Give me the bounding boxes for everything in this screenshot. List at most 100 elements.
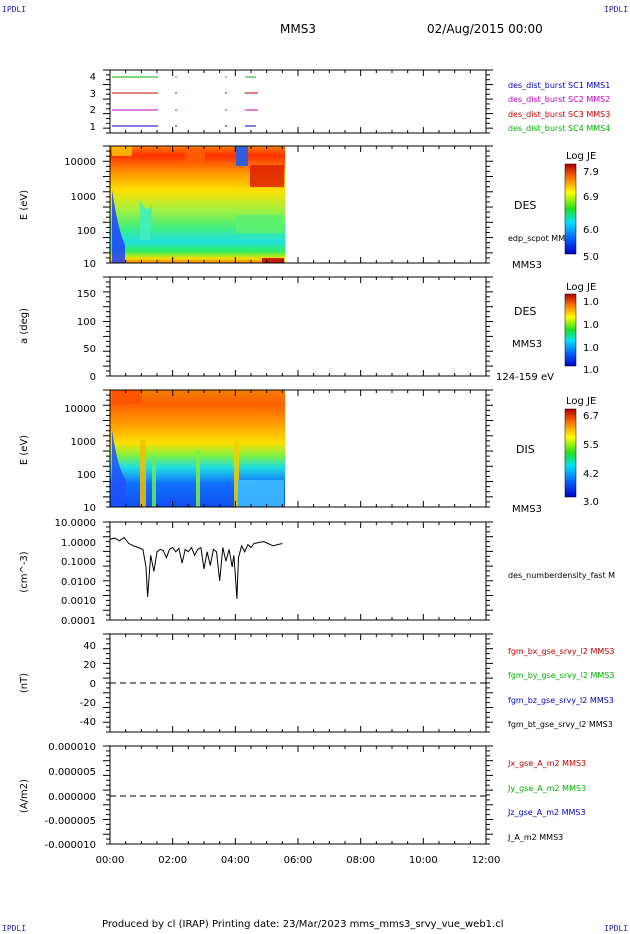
energy-range-label: 124-159 eV [496, 372, 554, 383]
ytick-label: 0.000005 [48, 767, 96, 778]
colorbar-tick: 1.0 [583, 320, 599, 331]
ytick-label: 1 [90, 122, 96, 133]
spacecraft-label: MMS3 [512, 260, 542, 271]
ytick-label: -20 [80, 698, 96, 709]
ytick-label: 10 [83, 259, 96, 270]
axis-ticks [103, 69, 493, 845]
legend-entry: fgm_bt_gse_srvy_l2 MMS3 [508, 720, 613, 729]
ytick-label: 10.0000 [55, 518, 96, 529]
colorbar [564, 293, 577, 367]
colorbar-tick: 6.0 [583, 225, 599, 236]
ytick-label: 0.0100 [61, 577, 96, 588]
colorbar-tick: 4.2 [583, 469, 599, 480]
panel-des-pitch: 150 100 50 0 a (deg) DES MMS3 124-159 eV… [19, 276, 599, 383]
colorbar-tick: 3.0 [583, 497, 599, 508]
des-spectrogram-texture [112, 146, 284, 263]
colorbar-tick: 7.9 [583, 167, 599, 178]
spacecraft-label: MMS3 [512, 339, 542, 350]
x-axis-labels: 00:00 02:00 04:00 06:00 08:00 10:00 12:00 [96, 855, 501, 866]
des-energy-spectrogram [110, 146, 285, 263]
legend-entry: des_dist_burst SC3 MMS3 [508, 110, 610, 119]
y-axis-title: (nT) [19, 673, 30, 693]
corner-label-top-right: IPDLI [604, 5, 629, 14]
ytick-label: 50 [83, 344, 96, 355]
y-axis-title: E (eV) [19, 435, 30, 465]
ytick-label: 100 [77, 317, 96, 328]
ytick-label: -0.000010 [45, 840, 96, 851]
ytick-label: 40 [83, 641, 96, 652]
legend-entry: fgm_bz_gse_srvy_l2 MMS3 [508, 696, 614, 705]
ytick-label: 1000 [71, 437, 96, 448]
legend-entry: des_dist_burst SC1 MMS1 [508, 81, 610, 90]
panel-frame [109, 521, 487, 621]
legend-entry: Jz_gse_A_m2 MMS3 [507, 808, 586, 817]
panel-current: 0.000010 0.000005 0.000000 -0.000005 -0.… [19, 742, 586, 851]
ytick-label: 0.000010 [48, 742, 96, 753]
x-tick-label: 02:00 [158, 855, 187, 866]
panel-des-energy: 10000 1000 100 10 E (eV) DES edp_scpot M… [19, 145, 599, 271]
panel-availability: 4 3 2 1 des_dist_burst SC1 MMS1 des_dist… [90, 69, 610, 134]
legend-entry: des_dist_burst SC4 MMS4 [508, 124, 610, 133]
colorbar [564, 163, 577, 255]
ytick-label: 1000 [71, 192, 96, 203]
colorbar-title: Log JE [566, 151, 596, 162]
corner-label-top-left: IPDLI [2, 5, 27, 14]
legend-entry: Jx_gse_A_m2 MMS3 [507, 759, 586, 768]
ytick-label: 1.0000 [61, 538, 96, 549]
ytick-label: 0.0001 [61, 616, 96, 627]
x-tick-label: 08:00 [346, 855, 375, 866]
corner-label-bottom-right: IPDLI [604, 924, 629, 933]
x-tick-label: 00:00 [96, 855, 125, 866]
panel-frame [109, 633, 487, 733]
ytick-label: 4 [90, 72, 96, 83]
spacecraft-label: MMS3 [512, 504, 542, 515]
ytick-label: 2 [90, 105, 96, 116]
y-axis-title: (cm^-3) [19, 551, 30, 592]
ytick-label: 3 [90, 89, 96, 100]
dis-spectrogram-texture [112, 390, 284, 507]
panel-dis-energy: 10000 1000 100 10 E (eV) DIS MMS3 Log JE… [19, 389, 599, 515]
legend-entry: Jy_gse_A_m2 MMS3 [507, 784, 586, 793]
instrument-label: DES [514, 305, 536, 318]
ytick-label: 100 [77, 470, 96, 481]
ytick-label: 20 [83, 660, 96, 671]
y-axis-title: E (eV) [19, 190, 30, 220]
legend-entry: des_numberdensity_fast M [508, 571, 615, 580]
colorbar-tick: 1.0 [583, 365, 599, 376]
instrument-label: DES [514, 199, 536, 212]
x-tick-label: 04:00 [221, 855, 250, 866]
ytick-label: 0 [90, 372, 96, 383]
corner-label-bottom-left: IPDLI [2, 924, 27, 933]
colorbar-tick: 5.5 [583, 440, 599, 451]
x-tick-label: 06:00 [284, 855, 313, 866]
ytick-label: 0.0010 [61, 596, 96, 607]
colorbar-title: Log JE [566, 396, 596, 407]
colorbar-tick: 6.9 [583, 192, 599, 203]
panel-frame [109, 69, 487, 134]
ytick-label: 10000 [64, 404, 96, 415]
ytick-label: 100 [77, 226, 96, 237]
ytick-label: 0.1000 [61, 557, 96, 568]
y-axis-title: a (deg) [19, 308, 30, 344]
y-axis-title: (A/m2) [19, 779, 30, 813]
colorbar-tick: 6.7 [583, 411, 599, 422]
x-tick-label: 10:00 [409, 855, 438, 866]
density-series-line [109, 536, 283, 599]
ytick-label: 150 [77, 289, 96, 300]
ytick-label: 10 [83, 503, 96, 514]
colorbar-tick: 1.0 [583, 297, 599, 308]
header-datetime: 02/Aug/2015 00:00 [427, 22, 543, 36]
legend-entry: des_dist_burst SC2 MMS2 [508, 95, 610, 104]
ytick-label: -40 [80, 717, 96, 728]
legend-entry: fgm_bx_gse_srvy_l2 MMS3 [508, 647, 614, 656]
ytick-label: 10000 [64, 157, 96, 168]
ytick-label: -0.000005 [45, 816, 96, 827]
overlay-label: edp_scpot MMS3 [508, 234, 575, 243]
legend-entry: fgm_by_gse_srvy_l2 MMS3 [508, 671, 614, 680]
colorbar-tick: 5.0 [583, 252, 599, 263]
colorbar-title: Log JE [566, 282, 596, 293]
x-tick-label: 12:00 [472, 855, 501, 866]
panel-frame [109, 276, 487, 377]
panel-frame [109, 745, 487, 845]
